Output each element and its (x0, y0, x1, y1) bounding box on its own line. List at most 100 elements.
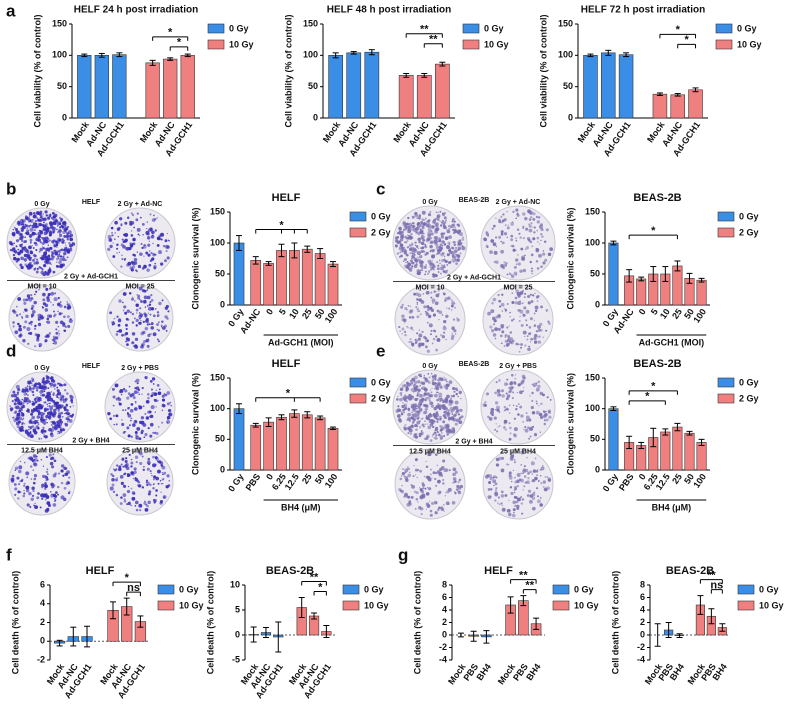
colony (130, 504, 133, 507)
colony (510, 458, 513, 460)
colony (26, 229, 30, 233)
colony (11, 232, 16, 237)
colony (497, 502, 499, 504)
colony (148, 240, 151, 242)
colony (141, 246, 144, 249)
colony (409, 338, 412, 341)
colony (62, 255, 65, 259)
colony (11, 474, 15, 478)
colony (506, 394, 511, 398)
colony (51, 211, 55, 215)
colony (495, 245, 498, 248)
colony (52, 414, 55, 418)
colony (144, 412, 147, 415)
colony (143, 501, 147, 505)
colony (423, 305, 427, 309)
colony (525, 319, 528, 322)
colony (147, 338, 149, 340)
colony (47, 216, 51, 220)
colony (439, 397, 443, 402)
colony (141, 455, 144, 458)
colony (517, 383, 521, 387)
colony (31, 494, 35, 497)
colony (44, 270, 47, 274)
colony (48, 268, 52, 273)
colony (420, 250, 422, 253)
colony (115, 468, 118, 471)
colony (115, 414, 119, 418)
colony (149, 213, 152, 216)
colony (459, 408, 463, 413)
colony (16, 393, 19, 396)
colony (21, 398, 24, 401)
colony (510, 221, 515, 226)
colony (520, 464, 523, 466)
colony (412, 475, 415, 478)
colony (29, 431, 32, 433)
colony (34, 345, 37, 348)
colony (117, 226, 121, 230)
colony (504, 334, 508, 337)
colony (47, 244, 50, 247)
colony (156, 328, 159, 331)
colony (147, 462, 151, 466)
colony (27, 428, 30, 431)
colony (118, 467, 122, 472)
legend-swatch (349, 393, 367, 404)
colony (515, 249, 517, 252)
colony (444, 270, 448, 274)
colony (147, 333, 151, 338)
colony (45, 470, 49, 474)
y-axis-label: Cell viability (% of control) (538, 14, 548, 127)
colony (32, 378, 35, 381)
colony (38, 250, 41, 253)
colony (33, 242, 36, 244)
colony (419, 373, 422, 377)
colony (538, 224, 543, 229)
colony (401, 327, 405, 331)
colony (431, 342, 434, 345)
colony (545, 308, 549, 312)
colony (116, 330, 119, 333)
legend-swatch (349, 227, 367, 238)
colony (51, 250, 53, 253)
colony (163, 496, 166, 499)
colony (510, 234, 514, 238)
colony (451, 413, 454, 415)
colony (126, 216, 130, 219)
colony (14, 466, 19, 470)
colony (498, 220, 502, 224)
colony (492, 329, 494, 332)
colony (56, 401, 60, 404)
colony (125, 457, 128, 460)
legend-label: 0 Gy (484, 23, 504, 33)
colony (37, 413, 41, 416)
y-tick-label: 6 (640, 592, 645, 602)
colony (147, 427, 150, 430)
colony (44, 257, 47, 261)
colony (427, 425, 432, 430)
colony (15, 228, 18, 231)
colony (460, 397, 462, 400)
chart-title: HELF 72 h post irradiation (581, 5, 705, 16)
legend-label: 10 Gy (737, 39, 762, 49)
colony (440, 235, 445, 239)
colony (502, 213, 505, 216)
colony (530, 405, 534, 410)
colony (45, 261, 49, 265)
y-tick-label: -2 (37, 654, 45, 664)
colony (441, 474, 444, 477)
colony (26, 227, 29, 229)
colony (434, 222, 438, 226)
colony (517, 254, 519, 256)
colony (439, 220, 441, 222)
colony (520, 346, 523, 349)
colony (63, 486, 67, 490)
colony (457, 224, 461, 227)
colony (17, 490, 21, 494)
colony (520, 343, 523, 346)
colony (28, 426, 30, 429)
colony (44, 487, 47, 491)
colony (36, 496, 40, 500)
colony (34, 506, 37, 509)
